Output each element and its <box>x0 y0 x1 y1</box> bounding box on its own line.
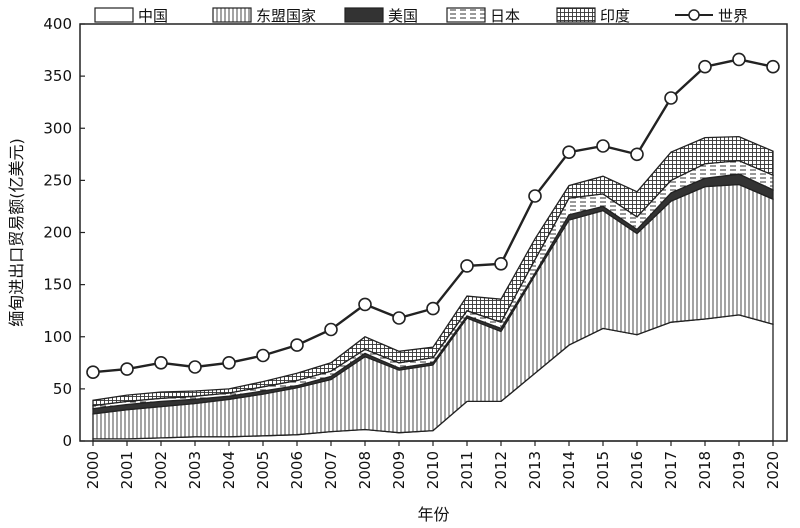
x-tick-label-2005: 2005 <box>254 451 272 489</box>
x-tick-label-2009: 2009 <box>390 451 408 489</box>
legend-label-series-5: 印度 <box>600 7 630 25</box>
world-point-2019 <box>732 52 746 67</box>
x-tick-label-2020: 2020 <box>764 451 782 489</box>
legend-swatch-marker-world <box>688 9 700 21</box>
legend-swatch-series-2 <box>212 7 252 23</box>
world-point-2000 <box>86 365 100 380</box>
y-tick-label-150: 150 <box>43 276 72 294</box>
world-point-2008 <box>358 297 372 312</box>
x-axis-title: 年份 <box>417 505 449 524</box>
world-point-2015 <box>596 139 610 153</box>
y-tick-label-350: 350 <box>43 67 72 85</box>
world-point-2005 <box>256 348 270 363</box>
world-point-2011 <box>460 259 474 273</box>
axes-layer: 0 50 100 150 200 250 300 350 400 2000 2001 2002 2003… <box>7 15 788 524</box>
world-point-2007 <box>324 322 338 337</box>
legend-label-series-3: 美国 <box>388 7 418 25</box>
x-tick-label-2014: 2014 <box>560 451 578 489</box>
world-point-2016 <box>630 147 644 162</box>
y-tick-label-400: 400 <box>43 15 72 33</box>
world-point-2010 <box>426 301 440 316</box>
x-tick-label-2007: 2007 <box>322 451 340 489</box>
world-line-layer <box>86 52 780 380</box>
world-point-2018 <box>698 59 712 74</box>
world-point-2020 <box>766 59 780 74</box>
legend-label-series-4: 日本 <box>490 7 520 25</box>
x-tick-label-2003: 2003 <box>186 451 204 489</box>
x-tick-label-2008: 2008 <box>356 451 374 489</box>
legend-swatch-series-5 <box>556 7 596 23</box>
legend-swatch-series-1 <box>94 7 134 23</box>
x-tick-label-2004: 2004 <box>220 451 238 489</box>
x-tick-label-2015: 2015 <box>594 451 612 489</box>
legend-swatch-series-3 <box>344 7 384 23</box>
world-point-2003 <box>188 360 202 374</box>
x-tick-label-2012: 2012 <box>492 451 510 489</box>
legend-label-series-1: 中国 <box>138 7 168 25</box>
x-tick-label-2019: 2019 <box>730 451 748 489</box>
area-series-5 <box>92 135 774 407</box>
world-point-2012 <box>494 256 508 271</box>
legend-label-world: 世界 <box>718 7 748 25</box>
x-tick-label-2001: 2001 <box>118 451 136 489</box>
x-tick-label-2013: 2013 <box>526 451 544 489</box>
world-point-2002 <box>154 355 168 370</box>
y-tick-label-250: 250 <box>43 171 72 189</box>
world-point-2017 <box>664 91 678 105</box>
y-tick-label-50: 50 <box>53 380 72 398</box>
world-point-2006 <box>290 338 304 352</box>
legend-label-series-2: 东盟国家 <box>256 7 316 25</box>
y-tick-label-0: 0 <box>62 432 72 450</box>
world-point-2004 <box>222 355 236 370</box>
x-tick-label-2017: 2017 <box>662 451 680 489</box>
world-point-2013 <box>528 189 542 203</box>
legend-swatch-series-4 <box>446 7 486 23</box>
legend: 中国 东盟国家 美国 日本 印度 世界 <box>94 7 748 25</box>
world-point-2014 <box>562 145 576 159</box>
x-tick-label-2000: 2000 <box>84 451 102 489</box>
world-point-2001 <box>120 362 134 376</box>
x-tick-label-2016: 2016 <box>628 451 646 489</box>
y-tick-label-300: 300 <box>43 119 72 137</box>
x-tick-label-2011: 2011 <box>458 451 476 489</box>
world-point-2009 <box>392 311 406 325</box>
x-tick-label-2006: 2006 <box>288 451 306 489</box>
x-tick-label-2010: 2010 <box>424 451 442 489</box>
y-tick-label-100: 100 <box>43 328 72 346</box>
x-tick-label-2018: 2018 <box>696 451 714 489</box>
areas-layer <box>92 135 774 442</box>
y-tick-label-200: 200 <box>43 224 72 242</box>
y-axis-title: 缅甸进出口贸易额(亿美元) <box>7 138 26 327</box>
x-tick-label-2002: 2002 <box>152 451 170 489</box>
